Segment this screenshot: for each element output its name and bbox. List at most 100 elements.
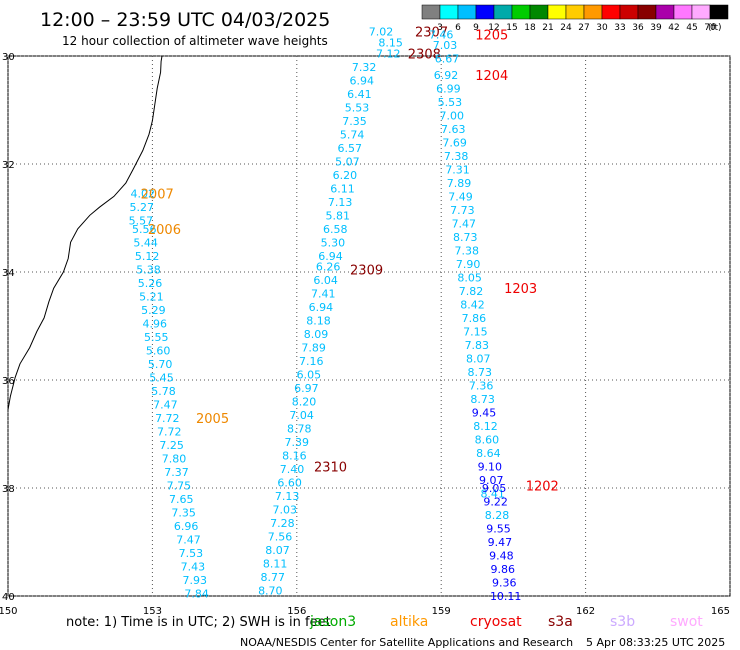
satellite-legend: jason3 altika cryosat s3a s3b swot (309, 614, 703, 630)
wave-height-label: 7.89 (447, 177, 472, 190)
wave-height-label: 8.20 (292, 396, 317, 409)
wave-height-label: 7.93 (183, 574, 208, 587)
wave-height-label: 7.53 (179, 547, 204, 560)
lat-lon-grid (7, 55, 731, 597)
wave-height-label: 7.02 (369, 26, 394, 39)
wave-height-label: 5.29 (141, 304, 166, 317)
wave-height-label: 7.04 (289, 409, 314, 422)
track-time-label: 2307 (415, 26, 448, 41)
wave-height-label: 7.47 (153, 398, 178, 411)
wave-height-label: 9.48 (489, 550, 514, 563)
wave-height-label: 8.11 (263, 558, 288, 571)
wave-height-label: 6.05 (297, 369, 322, 382)
colorbar-tick-label: 33 (614, 23, 625, 33)
wave-height-label: 9.36 (492, 577, 517, 590)
wave-height-label: 5.56 (132, 223, 157, 236)
wave-height-label: 7.43 (181, 560, 206, 573)
track-2007: 4.025.275.57 2007 (129, 188, 174, 228)
wave-height-label: 7.28 (270, 517, 295, 530)
wave-height-label: 7.75 (167, 479, 192, 492)
wave-height-label: 7.35 (171, 506, 196, 519)
colorbar-swatch (439, 4, 459, 20)
colorbar-tick-label: 15 (506, 23, 517, 33)
wave-height-label: 8.12 (473, 420, 498, 433)
map-title: 12:00 – 23:59 UTC 04/03/2025 (40, 9, 330, 31)
wave-height-label: 7.84 (184, 587, 209, 600)
colorbar-swatch (547, 4, 567, 20)
wave-height-label: 5.78 (151, 385, 176, 398)
lon-tick-label: 162 (576, 606, 595, 617)
wave-height-label: 7.40 (280, 463, 305, 476)
wave-height-label: 5.70 (148, 358, 173, 371)
colorbar-swatch (673, 4, 693, 20)
wave-height-label: 7.13 (275, 490, 300, 503)
lat-tick-label: 32 (2, 160, 15, 171)
wave-height-label: 5.44 (133, 236, 158, 249)
track-2006: 5.565.445.125.385.265.215.294.965.555.60… (132, 223, 181, 411)
wave-height-label: 6.58 (323, 223, 348, 236)
track-2308: 7.128.157.02 2308 (369, 26, 441, 63)
wave-height-label: 7.47 (176, 533, 201, 546)
coastline (7, 55, 163, 410)
track-time-label: 2309 (350, 263, 383, 278)
track-time-label: 2006 (148, 223, 181, 238)
lon-tick-label: 156 (287, 606, 306, 617)
lat-tick-label: 36 (2, 376, 15, 387)
track-time-label: 2308 (408, 47, 441, 62)
wave-height-label: 5.38 (136, 263, 161, 276)
footer-credit: NOAA/NESDIS Center for Satellite Applica… (240, 636, 573, 649)
track-time-label: 2310 (314, 460, 347, 475)
wave-height-colorbar: 3 6 9 12 15 18 21 24 27 30 33 36 39 42 45 70(ft) (421, 4, 729, 33)
wave-height-label: 8.70 (258, 585, 283, 598)
wave-height-label: 6.20 (333, 169, 358, 182)
colorbar-swatch (457, 4, 477, 20)
wave-height-label: 5.53 (438, 96, 463, 109)
wave-height-label: 8.78 (287, 423, 312, 436)
wave-height-label: 6.11 (330, 182, 355, 195)
colorbar-tick-label: 18 (524, 23, 536, 33)
satellite-legend-swot: swot (670, 614, 703, 630)
wave-height-label: 8.18 (306, 315, 331, 328)
wave-height-label: 9.55 (486, 523, 511, 536)
colorbar-tick-label: 9 (473, 23, 479, 33)
wave-height-label: 7.46 (429, 28, 454, 41)
wave-height-label: 7.73 (450, 204, 475, 217)
wave-height-label: 6.94 (350, 74, 375, 87)
wave-height-label: 7.32 (352, 61, 377, 74)
wave-height-label: 5.27 (130, 201, 155, 214)
wave-height-label: 7.38 (454, 244, 479, 257)
colorbar-tick-label: 27 (578, 23, 589, 33)
colorbar-swatch (709, 4, 729, 20)
colorbar-tick-label: 30 (596, 23, 608, 33)
wave-height-label: 6.94 (309, 301, 334, 314)
colorbar-swatch (583, 4, 603, 20)
wave-height-label: 8.16 (282, 450, 307, 463)
wave-height-label: 7.00 (440, 109, 465, 122)
wave-height-label: 5.74 (340, 128, 365, 141)
wave-height-label: 6.04 (313, 274, 338, 287)
satellite-legend-altika: altika (390, 614, 428, 630)
wave-height-label: 7.35 (342, 115, 367, 128)
wave-height-label: 8.09 (304, 328, 329, 341)
lat-tick-label: 34 (2, 268, 15, 279)
satellite-legend-s3b: s3b (610, 614, 635, 630)
track-time-label: 2007 (141, 188, 174, 203)
satellite-legend-cryosat: cryosat (470, 614, 522, 630)
wave-height-label: 8.42 (460, 298, 485, 311)
lon-tick-label: 150 (0, 606, 18, 617)
colorbar-swatch (637, 4, 657, 20)
track-time-label: 1205 (475, 28, 508, 43)
wave-height-label: 7.41 (311, 288, 336, 301)
axis-labels: 150 153 156 159 162 165 30 32 34 36 38 40 (0, 52, 730, 617)
wave-height-label: 8.28 (485, 509, 510, 522)
colorbar-swatch (691, 4, 711, 20)
wave-height-label: 8.05 (457, 271, 482, 284)
wave-height-label: 7.16 (299, 355, 324, 368)
satellite-legend-jason3: jason3 (309, 614, 356, 630)
lat-tick-label: 30 (2, 52, 15, 63)
track-time-label: 1202 (526, 479, 559, 494)
wave-height-label: 6.60 (277, 477, 302, 490)
footer-note: note: 1) Time is in UTC; 2) SWH is in fe… (66, 615, 331, 630)
wave-height-label: 9.86 (491, 563, 516, 576)
wave-height-label: 9.45 (472, 406, 497, 419)
